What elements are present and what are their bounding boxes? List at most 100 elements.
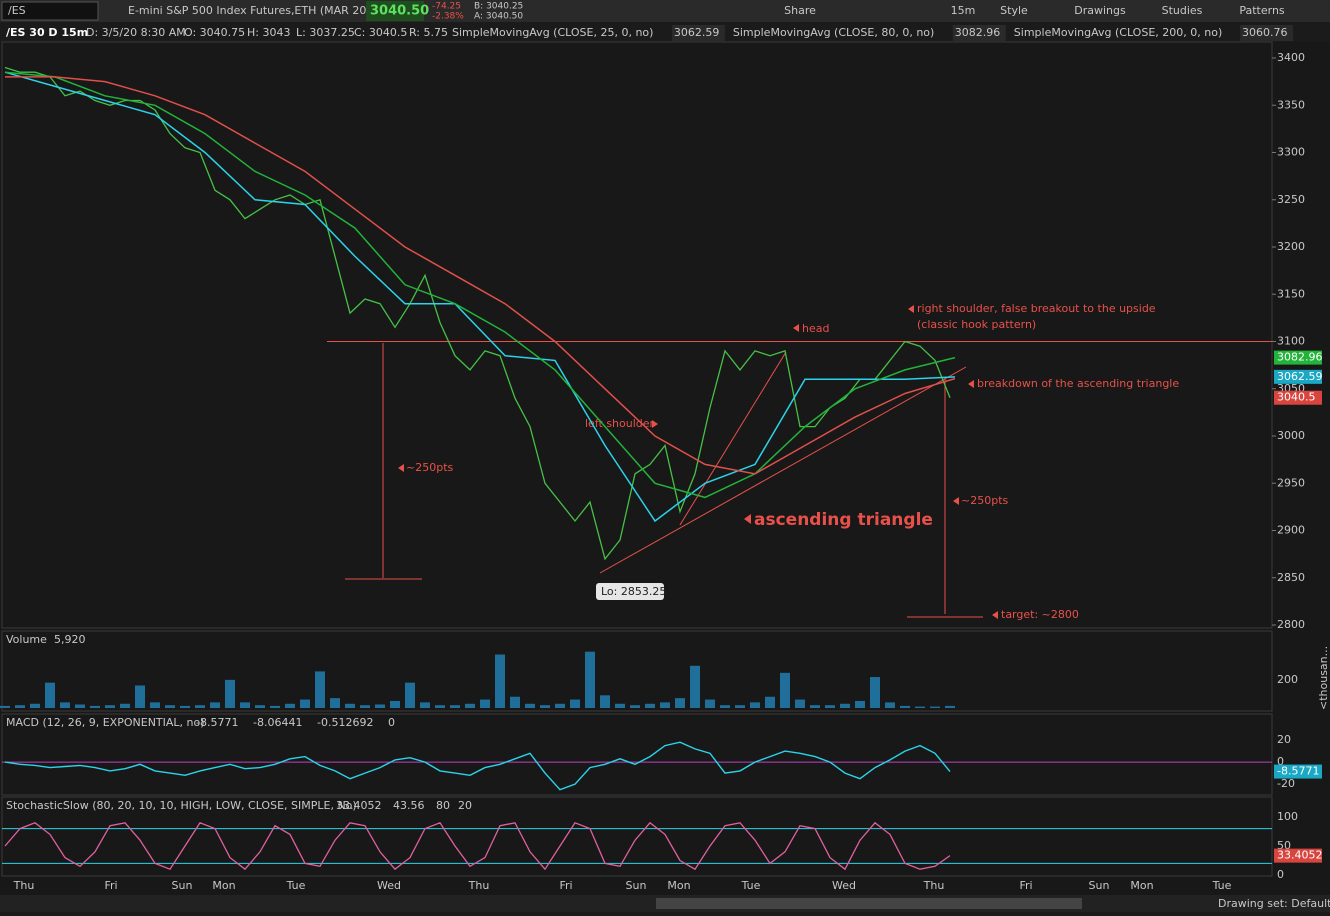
ask: A: 3040.50 [474,12,523,22]
toolbar-button[interactable]: 15m [951,4,976,17]
triangle-support [599,366,967,574]
volume-bar [660,702,670,708]
price-tick-label: 2800 [1277,618,1305,631]
change: -74.25 [432,2,461,12]
volume-bar [45,682,55,708]
pane-frame [1,713,1273,796]
pane-readout: -0.512692 [317,716,373,729]
time-label: Tue [1212,879,1232,892]
toolbar-button[interactable]: Drawings [1074,4,1126,17]
time-label: Sun [172,879,193,892]
symbol-box[interactable] [1,1,99,21]
macd-tick-label: -20 [1277,777,1295,790]
symbol: /ES [8,4,26,17]
chart-id: /ES 30 D 15m [6,26,88,39]
volume-bar [765,696,775,708]
bid: B: 3040.25 [474,2,523,12]
study-name: SimpleMovingAvg (CLOSE, 200, 0, no) [1014,26,1222,39]
price-tick-label: 3300 [1277,146,1305,159]
annotation: ~250pts [406,461,454,474]
volume-bar [360,705,370,708]
toolbar-button[interactable]: Style [1000,4,1028,17]
price-tick-label: 3100 [1277,335,1305,348]
price-tick-label: 3150 [1277,287,1305,300]
annotation: breakdown of the ascending triangle [977,377,1179,390]
volume-bar [630,705,640,708]
price-tick-label: 3350 [1277,98,1305,111]
toolbar-button[interactable]: Studies [1162,4,1203,17]
macd-tick-label: 0 [1277,755,1284,768]
last-box [366,1,424,21]
volume-bar [510,696,520,708]
pane-readout: 80 [436,799,450,812]
arrow [652,420,658,428]
arrow [398,464,404,472]
arrow [992,611,998,619]
volume-bar [15,705,25,708]
volume-bar [705,699,715,708]
volume-bar [90,705,100,708]
time-label: Fri [104,879,117,892]
time-label: Tue [286,879,306,892]
toolbar-button[interactable]: Patterns [1239,4,1285,17]
volume-bar [240,702,250,708]
time-label: Sun [1089,879,1110,892]
volume-bar [120,703,130,708]
sma-badge-box [1274,350,1322,365]
readout-range: R: 5.75 [409,26,448,39]
time-label: Sun [626,879,647,892]
volume-bar [840,703,850,708]
volume-bar [480,699,490,708]
price-tick-label: 3400 [1277,51,1305,64]
volume-bar [825,705,835,708]
volume-bar [555,703,565,708]
time-label: Tue [741,879,761,892]
pane-readout: 33.4052 [336,799,382,812]
volume-bar [810,705,820,708]
volume-bar [345,703,355,708]
readout-high: H: 3043 [247,26,290,39]
macd-badge-box [1274,764,1322,779]
toolbar-button[interactable]: Share [784,4,816,17]
time-label: Fri [559,879,572,892]
volume-bar [150,702,160,708]
macd-line [4,741,951,791]
volume-bar [165,705,175,708]
pane-frame [1,630,1273,712]
low-label-box [596,583,664,600]
volume-bar [735,705,745,708]
stoch-badge-box [1274,848,1322,863]
price-tick-label: 2850 [1277,571,1305,584]
study-name: SimpleMovingAvg (CLOSE, 25, 0, no) [452,26,653,39]
volume-bar [900,705,910,708]
time-label: Mon [1130,879,1153,892]
pane-readout: 0 [388,716,395,729]
sma-line [5,76,956,475]
price-tick-label: 3000 [1277,429,1305,442]
volume-bar [795,699,805,708]
annotation: right shoulder, false breakout to the up… [917,302,1156,315]
study-value-box [671,25,725,41]
time-label: Thu [923,879,945,892]
readout-low: L: 3037.25 [296,26,355,39]
study-value: 3060.76 [1242,26,1288,39]
volume-bar [855,700,865,708]
time-label: Wed [832,879,856,892]
change-pct: -2.38% [432,12,464,22]
volume-bar [195,705,205,708]
pane-readout: -8.06441 [253,716,302,729]
triangle-left-leg [679,351,787,526]
last-price: 3040.50 [370,4,429,19]
annotation: (classic hook pattern) [917,318,1036,331]
scrollbar[interactable] [656,898,1082,909]
volume-bar [540,705,550,708]
volume-bar [870,677,880,708]
volume-bar [180,705,190,708]
volume-bar [915,706,925,708]
pane-readout: 5,920 [54,633,86,646]
sma-badge: 3082.96 [1277,351,1323,364]
price-tick-label: 2900 [1277,524,1305,537]
volume-bar [690,665,700,708]
